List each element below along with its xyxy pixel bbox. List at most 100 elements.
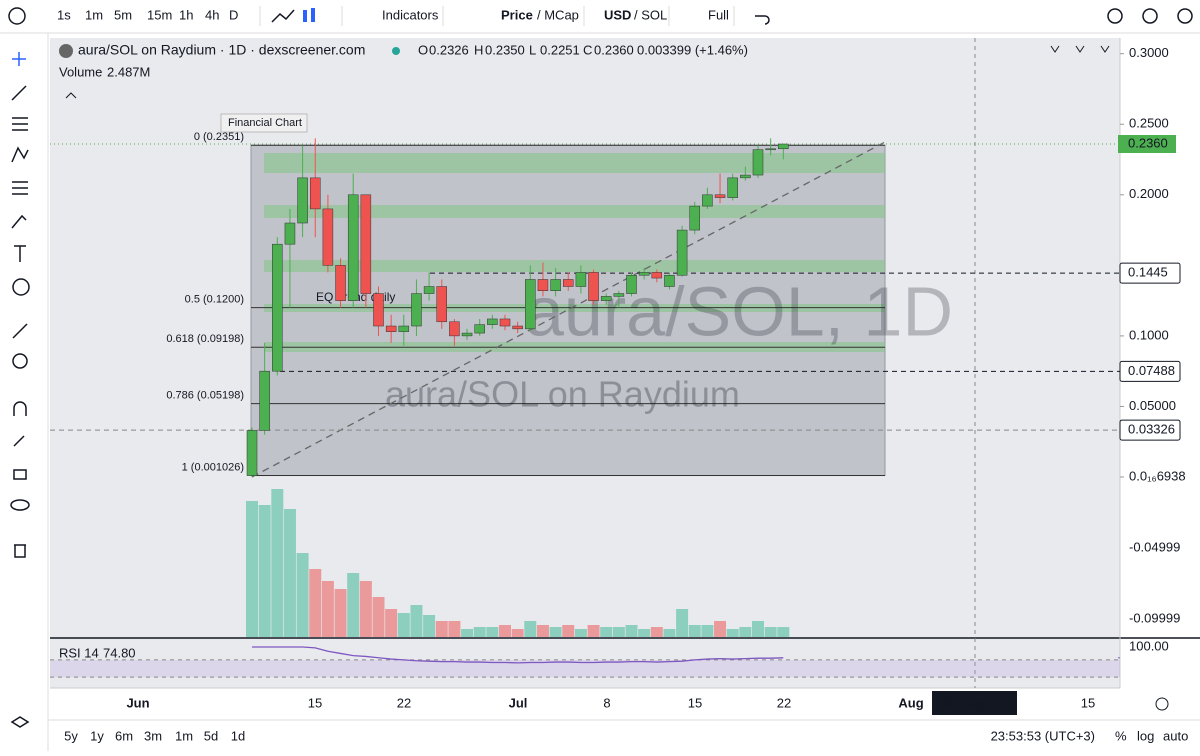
rsi-value: 74.80 bbox=[103, 645, 136, 660]
interval-button[interactable]: 4h bbox=[205, 7, 219, 22]
price-tag bbox=[1119, 419, 1181, 441]
layers-tool[interactable] bbox=[10, 716, 30, 728]
settings-icon[interactable] bbox=[1177, 8, 1193, 24]
fib-label: 0.786 (0.05198) bbox=[166, 390, 244, 402]
candle-body bbox=[499, 318, 511, 327]
magnet-tool[interactable] bbox=[13, 401, 27, 416]
interval-button[interactable]: 5m bbox=[114, 7, 132, 22]
add-icon[interactable] bbox=[8, 7, 26, 25]
volume-bar bbox=[334, 589, 347, 637]
volume-bar bbox=[423, 615, 436, 637]
candle-body bbox=[284, 222, 296, 245]
lock-tool[interactable] bbox=[13, 469, 27, 480]
volume-bar bbox=[714, 621, 727, 637]
fib-label: 0.5 (0.1200) bbox=[185, 294, 244, 306]
ohlc-key: L bbox=[529, 42, 536, 57]
volume-bar bbox=[574, 629, 587, 637]
pane-icon[interactable] bbox=[1075, 45, 1085, 53]
settings-icon[interactable] bbox=[1107, 8, 1123, 24]
volume-bar bbox=[562, 625, 575, 637]
axis-settings[interactable] bbox=[1155, 697, 1169, 711]
y-tick-label: -0.09999 bbox=[1129, 610, 1180, 625]
price-tag-text: 0.07488 bbox=[1128, 363, 1175, 378]
candle-body bbox=[563, 279, 574, 287]
volume-bar bbox=[638, 629, 651, 637]
lock-draw-tool[interactable] bbox=[13, 435, 25, 447]
full-button[interactable]: Full bbox=[708, 7, 729, 22]
y-tick-label: 0.1000 bbox=[1129, 327, 1169, 342]
range-button[interactable]: 5d bbox=[204, 728, 218, 743]
collapse-icon[interactable] bbox=[65, 92, 77, 99]
range-button[interactable]: 5y bbox=[64, 728, 78, 743]
candle-body bbox=[740, 174, 751, 179]
volume-bar bbox=[397, 613, 410, 637]
candle-body bbox=[664, 274, 675, 287]
pane-icon[interactable] bbox=[1050, 45, 1060, 53]
volume-bar bbox=[701, 625, 714, 637]
usd-toggle[interactable]: USD bbox=[604, 7, 631, 22]
volume-bar bbox=[600, 627, 613, 637]
brush-tool[interactable] bbox=[11, 214, 27, 229]
range-button[interactable]: 1y bbox=[90, 728, 104, 743]
zone bbox=[264, 260, 885, 272]
volume-label: Volume bbox=[59, 64, 102, 79]
undo-icon[interactable] bbox=[755, 15, 770, 25]
fib-tool[interactable] bbox=[12, 117, 28, 131]
fib-label: 0 (0.2351) bbox=[194, 131, 244, 143]
log-toggle[interactable]: log bbox=[1137, 728, 1154, 743]
pane-icon[interactable] bbox=[1100, 45, 1110, 53]
last-price-tag bbox=[1118, 135, 1176, 154]
candle-body bbox=[727, 177, 738, 198]
candle-body bbox=[588, 272, 599, 301]
settings-icon[interactable] bbox=[1142, 8, 1158, 24]
emoji-tool[interactable] bbox=[12, 278, 30, 296]
range-button[interactable]: 1m bbox=[175, 728, 193, 743]
y-tick-label: -0.04999 bbox=[1129, 539, 1180, 554]
price-toggle[interactable]: Price bbox=[501, 7, 533, 22]
auto-toggle[interactable]: auto bbox=[1163, 728, 1188, 743]
range-button[interactable]: 1d bbox=[231, 728, 245, 743]
ruler-tool[interactable] bbox=[12, 323, 28, 339]
indicators-button[interactable]: Indicators bbox=[382, 7, 439, 22]
text-tool[interactable] bbox=[14, 245, 26, 262]
y-tick-label: 0.2500 bbox=[1129, 116, 1169, 131]
line-tool[interactable] bbox=[11, 85, 27, 101]
candle-icon[interactable] bbox=[303, 8, 315, 22]
tooltip: Financial Chart bbox=[228, 117, 302, 129]
range-button[interactable]: 6m bbox=[115, 728, 133, 743]
pattern-tool[interactable] bbox=[11, 146, 29, 163]
volume-bar bbox=[296, 553, 309, 637]
trash-tool[interactable] bbox=[14, 544, 26, 558]
forecast-tool[interactable] bbox=[12, 181, 28, 195]
volume-bar bbox=[448, 621, 461, 637]
percent-toggle[interactable]: % bbox=[1115, 728, 1127, 743]
cross-tool[interactable] bbox=[12, 52, 26, 66]
zoom-tool[interactable] bbox=[12, 353, 28, 369]
candle-body bbox=[638, 272, 650, 276]
candle-body bbox=[752, 149, 764, 176]
candle-body bbox=[347, 194, 359, 301]
interval-button[interactable]: D bbox=[229, 7, 238, 22]
eye-tool[interactable] bbox=[10, 499, 30, 511]
interval-button[interactable]: 1m bbox=[85, 7, 103, 22]
volume-bar bbox=[587, 625, 600, 637]
volume-bar bbox=[726, 629, 739, 637]
sol-toggle[interactable]: / SOL bbox=[634, 7, 667, 22]
mcap-toggle[interactable]: / MCap bbox=[537, 7, 579, 22]
range-button[interactable]: 3m bbox=[144, 728, 162, 743]
fib-label: 0.618 (0.09198) bbox=[166, 333, 244, 345]
interval-button[interactable]: 1h bbox=[179, 7, 193, 22]
interval-button[interactable]: 15m bbox=[147, 7, 172, 22]
interval-button[interactable]: 1s bbox=[57, 7, 71, 22]
x-tick-label: Jul bbox=[509, 695, 528, 710]
candle-body bbox=[246, 430, 258, 476]
cursor-date: 06 Aug '25 bbox=[943, 695, 1004, 710]
chart-type-icon[interactable] bbox=[271, 9, 295, 23]
volume-bar bbox=[536, 625, 549, 637]
rsi-label: RSI 14 bbox=[59, 645, 99, 660]
volume-bar bbox=[612, 627, 625, 637]
volume-bar bbox=[511, 629, 524, 637]
cursor-tag bbox=[932, 691, 1017, 715]
price-tag-text: 0.1445 bbox=[1128, 265, 1168, 280]
